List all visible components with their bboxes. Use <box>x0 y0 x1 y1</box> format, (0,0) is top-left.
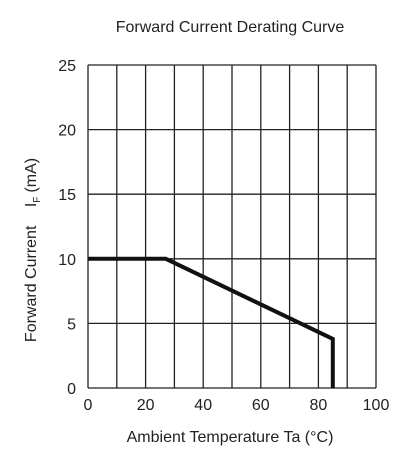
y-axis-label-subscript: F <box>32 197 43 203</box>
y-tick-label: 20 <box>58 123 76 140</box>
series-line-forward-current <box>88 256 335 388</box>
x-tick-label: 0 <box>84 397 93 414</box>
y-axis-ticks: 0 5 10 15 20 25 <box>58 58 76 398</box>
y-tick-label: 10 <box>58 252 76 269</box>
x-tick-label: 20 <box>137 397 155 414</box>
y-tick-label: 5 <box>67 316 76 333</box>
x-axis-ticks: 0 20 40 60 80 100 <box>84 397 390 414</box>
y-axis-label-symbol: I <box>23 203 40 207</box>
x-axis-label: Ambient Temperature Ta (°C) <box>127 429 334 446</box>
y-axis-label: Forward Current IF (mA) <box>23 158 43 342</box>
y-axis-label-unit: (mA) <box>23 158 40 193</box>
y-axis-label-main: Forward Current <box>23 225 40 342</box>
y-tick-label: 0 <box>67 381 76 398</box>
y-tick-label: 15 <box>58 187 76 204</box>
y-tick-label: 25 <box>58 58 76 75</box>
svg-text:Forward Current IF(mA): Forward Current IF (mA) <box>23 158 43 342</box>
grid <box>87 64 377 389</box>
x-tick-label: 60 <box>252 397 270 414</box>
chart-title: Forward Current Derating Curve <box>116 19 345 36</box>
x-tick-label: 80 <box>310 397 328 414</box>
x-tick-label: 100 <box>363 397 390 414</box>
x-tick-label: 40 <box>194 397 212 414</box>
